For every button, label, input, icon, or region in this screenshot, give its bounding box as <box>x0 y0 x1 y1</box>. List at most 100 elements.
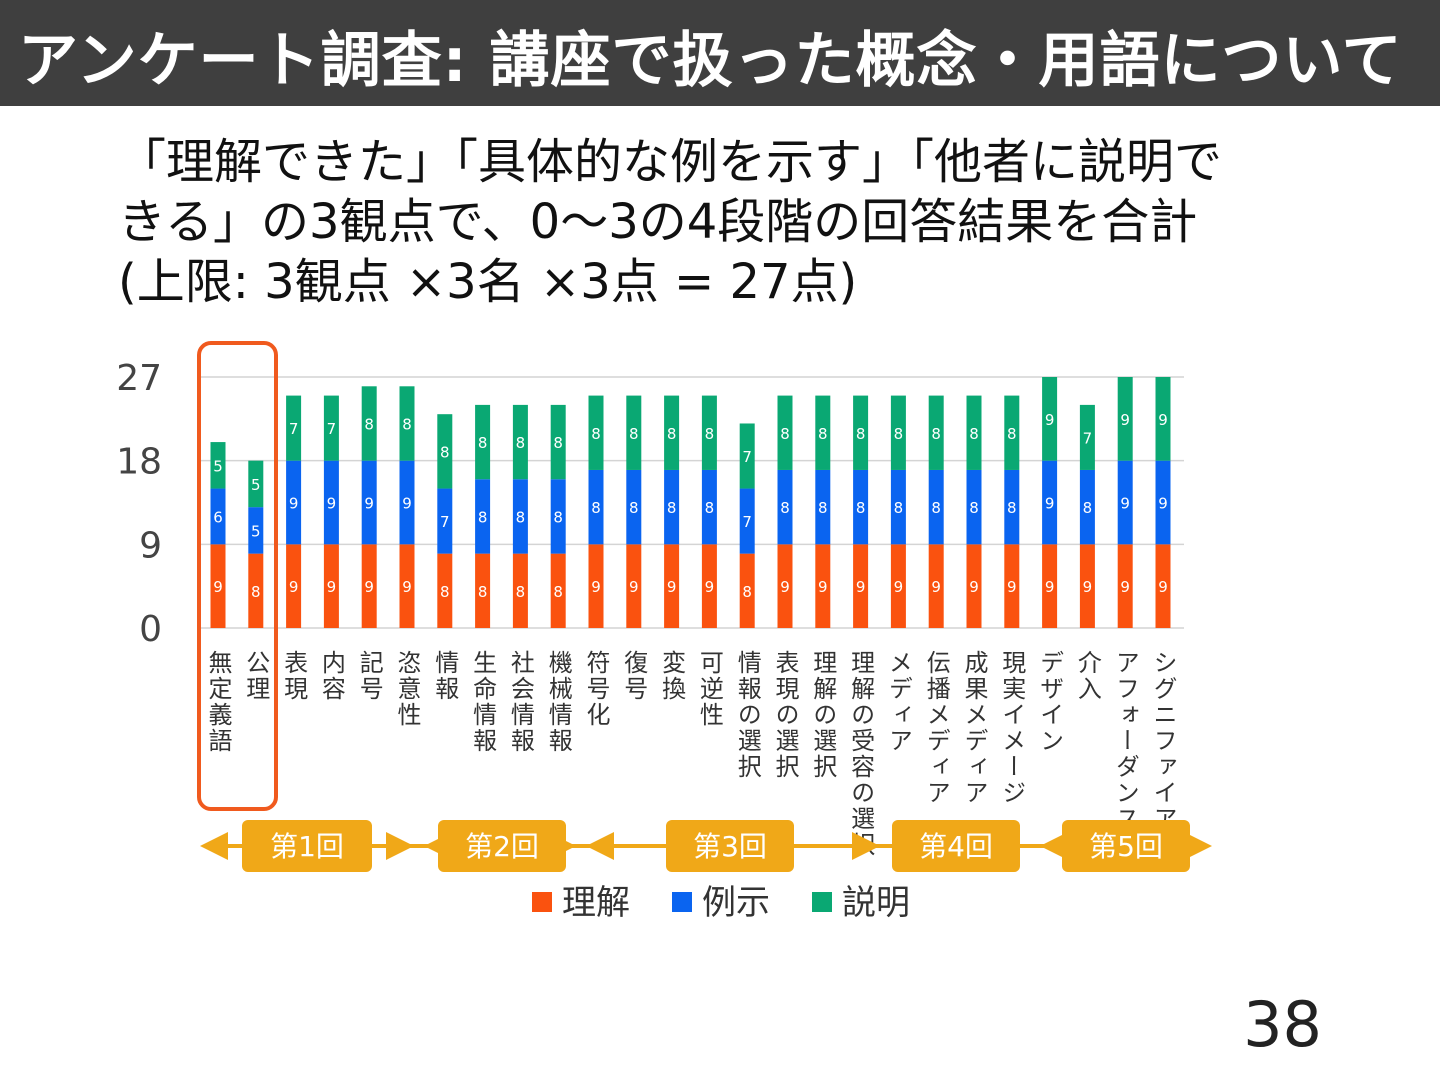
data-label: 8 <box>478 508 488 526</box>
data-label: 6 <box>213 508 223 526</box>
data-label: 5 <box>213 457 223 475</box>
bar-segment <box>1079 469 1095 545</box>
subtitle-line-3: (上限: 3観点 ×3名 ×3点 = 27点) <box>118 254 858 310</box>
y-tick-label: 18 <box>116 442 162 483</box>
data-label: 5 <box>251 522 261 540</box>
x-tick-label: 内容 <box>317 650 345 702</box>
bar-segment <box>588 544 604 628</box>
y-tick-label: 9 <box>139 525 162 566</box>
bar-segment <box>361 386 377 461</box>
session-label: 第4回 <box>919 830 993 863</box>
x-tick-label: 表現 <box>280 650 308 702</box>
session-label: 第2回 <box>465 830 539 863</box>
bar-segment <box>399 386 415 461</box>
data-label: 8 <box>742 583 752 601</box>
data-label: 8 <box>478 434 488 452</box>
bar-segment <box>739 553 755 628</box>
bar-segment <box>210 442 226 489</box>
x-tick-label: 伝播メディア <box>922 650 950 806</box>
data-label: 9 <box>364 495 374 513</box>
stacked-bar-chart: 0 9 18 27 9 6 5 無定義語 8 5 5 公理 9 9 7 表現 9 9 7 内容 9 9 8 記号 9 9 8 恣意性 8… <box>116 341 1212 923</box>
data-label: 9 <box>1007 578 1017 596</box>
data-label: 9 <box>856 578 866 596</box>
data-label: 7 <box>289 420 299 438</box>
bar-segment <box>1117 460 1133 545</box>
data-label: 9 <box>402 495 412 513</box>
data-label: 8 <box>402 415 412 433</box>
bar-segment <box>626 544 642 628</box>
data-label: 8 <box>440 583 450 601</box>
data-label: 8 <box>478 583 488 601</box>
data-label: 7 <box>742 513 752 531</box>
data-label: 8 <box>969 499 979 517</box>
data-label: 8 <box>251 583 261 601</box>
data-label: 9 <box>931 578 941 596</box>
data-label: 7 <box>440 513 450 531</box>
legend-swatch <box>672 892 692 912</box>
bar-segment <box>588 395 604 470</box>
data-label: 7 <box>742 448 752 466</box>
data-label: 9 <box>667 578 677 596</box>
bar-segment <box>286 460 302 545</box>
bar-segment <box>286 395 302 461</box>
arrowhead-right <box>386 832 414 860</box>
data-label: 9 <box>1083 578 1093 596</box>
data-label: 5 <box>251 476 261 494</box>
x-tick-label: 理解の受容の選択 <box>847 650 875 858</box>
data-label: 8 <box>516 434 526 452</box>
data-label: 9 <box>402 578 412 596</box>
x-tick-label: 可逆性 <box>695 650 723 728</box>
x-tick-label: 復号 <box>620 650 648 702</box>
legend-swatch <box>812 892 832 912</box>
bar-segment <box>1042 377 1058 461</box>
bar-segment <box>1004 469 1020 545</box>
data-label: 9 <box>364 578 374 596</box>
data-label: 8 <box>591 425 601 443</box>
data-label: 9 <box>818 578 828 596</box>
bar-segment <box>1042 460 1058 545</box>
bar-segment <box>323 460 339 545</box>
bar-segment <box>777 544 793 628</box>
bar-segment <box>853 395 869 470</box>
arrowhead-left <box>1040 832 1068 860</box>
subtitle-line-1: 「理解できた」「具体的な例を示す」「他者に説明で <box>118 134 1223 190</box>
bar-segment <box>1155 460 1171 545</box>
bar-segment <box>361 544 377 628</box>
data-label: 9 <box>591 578 601 596</box>
bar-segment <box>626 395 642 470</box>
bar-segment <box>210 488 226 545</box>
x-tick-label: 無定義語 <box>204 650 232 754</box>
bar-segment <box>701 395 717 470</box>
legend-swatch <box>532 892 552 912</box>
bar-segment <box>323 395 339 461</box>
bar-segment <box>1042 544 1058 628</box>
data-label: 9 <box>1045 495 1055 513</box>
subtitle-line-2: きる」の3観点で、0〜3の4段階の回答結果を合計 <box>118 194 1198 250</box>
page-number: 38 <box>1243 988 1322 1061</box>
x-tick-label: 符号化 <box>582 650 610 728</box>
x-tick-label: 情報の選択 <box>733 650 761 780</box>
bar-segment <box>966 544 982 628</box>
bar-segment <box>437 488 453 554</box>
x-tick-label: 社会情報 <box>506 650 534 754</box>
x-tick-label: 情報 <box>431 650 459 702</box>
data-label: 8 <box>705 425 715 443</box>
data-label: 9 <box>327 578 337 596</box>
bar-segment <box>512 553 528 628</box>
x-tick-label: 公理 <box>242 650 270 702</box>
data-label: 9 <box>894 578 904 596</box>
data-label: 8 <box>894 499 904 517</box>
bar-segment <box>399 544 415 628</box>
data-label: 8 <box>1007 499 1017 517</box>
bar-segment <box>1117 377 1133 461</box>
bar-segment <box>1079 404 1095 470</box>
session-badge <box>438 820 566 872</box>
x-tick-label: 生命情報 <box>469 650 497 754</box>
data-label: 9 <box>1120 578 1130 596</box>
x-tick-label: 恣意性 <box>393 650 421 728</box>
data-label: 9 <box>1158 495 1168 513</box>
x-tick-label: メディア <box>884 650 912 754</box>
data-label: 9 <box>1158 578 1168 596</box>
bar-segment <box>323 544 339 628</box>
bar-segment <box>739 488 755 554</box>
